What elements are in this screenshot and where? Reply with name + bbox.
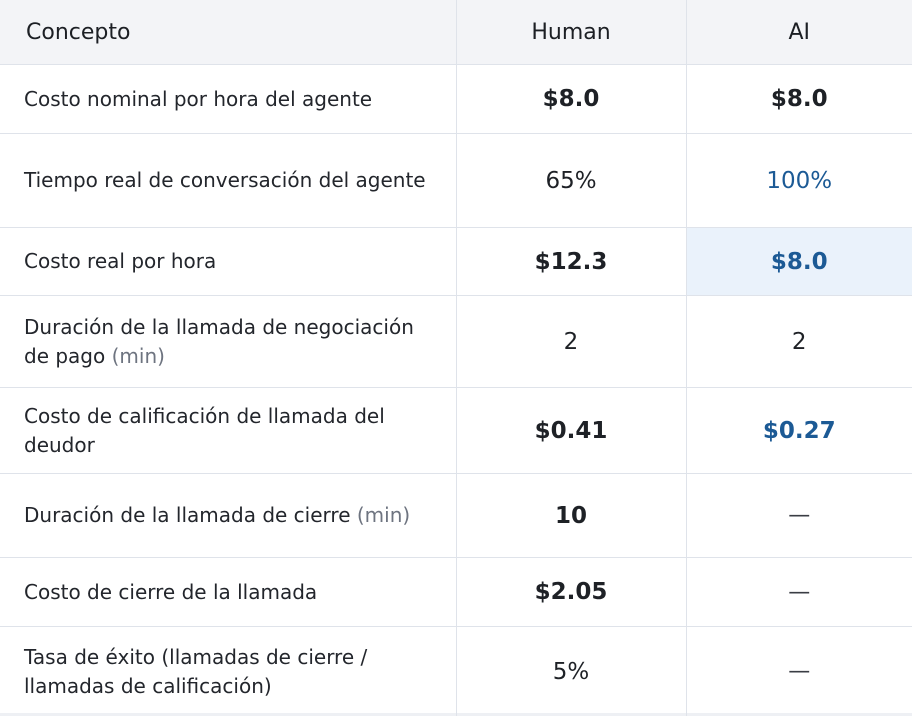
concept-unit: (min) <box>357 503 410 527</box>
concept-text: Costo de calificación de llamada del deu… <box>24 404 385 457</box>
human-value: $2.05 <box>456 558 686 627</box>
human-value: $0.41 <box>456 388 686 474</box>
ai-value: $0.27 <box>686 388 912 474</box>
table-row: Duración de la llamada de cierre (min) 1… <box>0 474 912 558</box>
concept-text: Duración de la llamada de negociación de… <box>24 315 414 368</box>
concept-text: Costo real por hora <box>24 249 216 273</box>
concept-text: Tiempo real de conversación del agente <box>24 168 426 192</box>
concept-text: Costo de cierre de la llamada <box>24 580 317 604</box>
ai-value: — <box>686 627 912 716</box>
row-concept: Costo nominal por hora del agente <box>0 65 456 134</box>
ai-value: 100% <box>686 134 912 228</box>
table-row: Costo nominal por hora del agente $8.0 $… <box>0 65 912 134</box>
ai-value: — <box>686 474 912 558</box>
table-header-row: Concepto Human AI <box>0 0 912 65</box>
row-concept: Tasa de éxito (llamadas de cierre / llam… <box>0 627 456 716</box>
human-value: $8.0 <box>456 65 686 134</box>
concept-unit: (min) <box>112 344 165 368</box>
concept-text: Tasa de éxito (llamadas de cierre / llam… <box>24 645 367 698</box>
ai-value: — <box>686 558 912 627</box>
table-row: Tiempo real de conversación del agente 6… <box>0 134 912 228</box>
row-concept: Costo real por hora <box>0 228 456 296</box>
human-value: 10 <box>456 474 686 558</box>
table-row: Costo de cierre de la llamada $2.05 — <box>0 558 912 627</box>
human-value: 5% <box>456 627 686 716</box>
ai-value-highlighted: $8.0 <box>686 228 912 296</box>
concept-text: Costo nominal por hora del agente <box>24 87 372 111</box>
ai-value: $8.0 <box>686 65 912 134</box>
row-concept: Duración de la llamada de cierre (min) <box>0 474 456 558</box>
human-value: $12.3 <box>456 228 686 296</box>
table-row: Costo real por hora $12.3 $8.0 <box>0 228 912 296</box>
header-ai: AI <box>686 0 912 65</box>
table-row: Tasa de éxito (llamadas de cierre / llam… <box>0 627 912 716</box>
row-concept: Duración de la llamada de negociación de… <box>0 296 456 388</box>
table-row: Costo de calificación de llamada del deu… <box>0 388 912 474</box>
row-concept: Costo de cierre de la llamada <box>0 558 456 627</box>
row-concept: Costo de calificación de llamada del deu… <box>0 388 456 474</box>
concept-text: Duración de la llamada de cierre <box>24 503 351 527</box>
ai-value: 2 <box>686 296 912 388</box>
human-value: 65% <box>456 134 686 228</box>
human-value: 2 <box>456 296 686 388</box>
table-row: Duración de la llamada de negociación de… <box>0 296 912 388</box>
header-human: Human <box>456 0 686 65</box>
row-concept: Tiempo real de conversación del agente <box>0 134 456 228</box>
header-concepto: Concepto <box>0 0 456 65</box>
